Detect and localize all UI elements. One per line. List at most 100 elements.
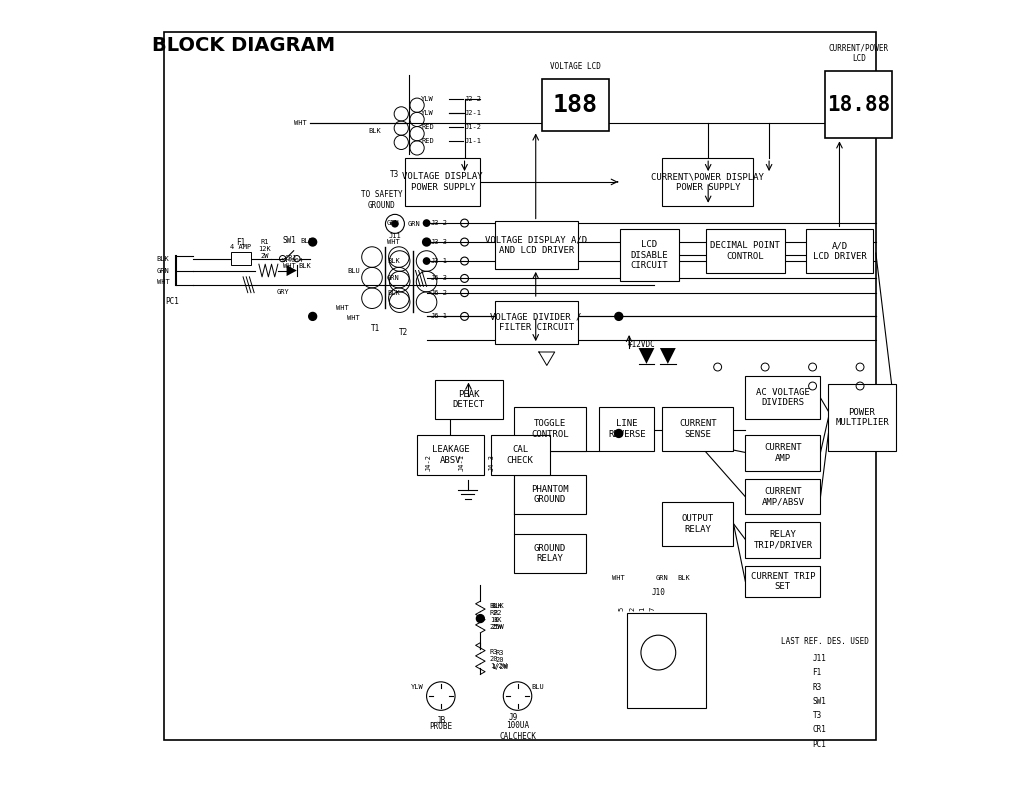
Text: BLK: BLK bbox=[677, 575, 690, 581]
Text: YLW: YLW bbox=[411, 683, 423, 690]
Bar bbox=[495, 301, 578, 344]
Text: J1-2: J1-2 bbox=[465, 123, 481, 130]
Bar bbox=[745, 435, 820, 471]
Text: 100UA
CALCHECK: 100UA CALCHECK bbox=[499, 721, 536, 741]
Text: GRN: GRN bbox=[408, 221, 420, 227]
Polygon shape bbox=[287, 265, 297, 276]
Text: CURRENT
SENSE: CURRENT SENSE bbox=[679, 419, 717, 439]
Text: A/D
LCD DRIVER: A/D LCD DRIVER bbox=[813, 241, 866, 261]
Circle shape bbox=[308, 238, 316, 246]
Text: R3: R3 bbox=[813, 683, 822, 691]
Text: CR1: CR1 bbox=[813, 725, 826, 734]
Bar bbox=[164, 32, 876, 740]
Bar bbox=[495, 221, 578, 269]
Text: WHT: WHT bbox=[612, 575, 626, 581]
Text: PC1: PC1 bbox=[813, 740, 826, 748]
Text: CURRENT\POWER DISPLAY
POWER SUPPLY: CURRENT\POWER DISPLAY POWER SUPPLY bbox=[651, 172, 764, 191]
Text: 5: 5 bbox=[618, 607, 625, 611]
Text: BLK: BLK bbox=[369, 127, 382, 134]
Text: WHT: WHT bbox=[336, 305, 348, 311]
Text: OUTPUT
RELAY: OUTPUT RELAY bbox=[682, 514, 714, 534]
Text: BLK: BLK bbox=[298, 263, 311, 270]
Text: WHT: WHT bbox=[294, 119, 306, 126]
Bar bbox=[828, 384, 896, 451]
Text: BLOCK DIAGRAM: BLOCK DIAGRAM bbox=[153, 36, 335, 55]
Text: LINE
REVERSE: LINE REVERSE bbox=[608, 419, 645, 439]
Bar bbox=[745, 376, 820, 419]
Bar bbox=[627, 613, 706, 708]
Bar bbox=[745, 522, 820, 558]
Text: J3-2: J3-2 bbox=[430, 220, 447, 226]
Text: BLK: BLK bbox=[387, 258, 399, 264]
Bar bbox=[745, 566, 820, 597]
Text: RED: RED bbox=[421, 138, 434, 144]
Text: J11: J11 bbox=[388, 233, 401, 240]
Bar bbox=[231, 252, 251, 265]
Text: LAST REF. DES. USED: LAST REF. DES. USED bbox=[781, 637, 868, 645]
Text: T3: T3 bbox=[389, 170, 398, 179]
Text: 188: 188 bbox=[553, 93, 598, 117]
Text: F1: F1 bbox=[813, 668, 822, 677]
Text: J3-1: J3-1 bbox=[430, 258, 447, 264]
Bar bbox=[435, 380, 503, 419]
Text: GRN: GRN bbox=[656, 575, 669, 581]
Text: J4-1: J4-1 bbox=[459, 454, 465, 471]
Text: TO SAFETY
GROUND: TO SAFETY GROUND bbox=[360, 190, 402, 210]
Circle shape bbox=[423, 239, 430, 245]
Text: CURRENT TRIP
SET: CURRENT TRIP SET bbox=[751, 572, 815, 591]
Text: WHT: WHT bbox=[283, 263, 295, 270]
Bar bbox=[417, 435, 484, 475]
Text: VOLTAGE DIVIDER /
FILTER CIRCUIT: VOLTAGE DIVIDER / FILTER CIRCUIT bbox=[490, 312, 582, 332]
Text: R1
12K
2W: R1 12K 2W bbox=[258, 239, 270, 259]
Text: POWER
MULTIPLIER: POWER MULTIPLIER bbox=[836, 407, 889, 427]
Circle shape bbox=[423, 258, 430, 264]
Text: PROBE: PROBE bbox=[429, 722, 453, 731]
Text: J2-1: J2-1 bbox=[465, 110, 481, 116]
Text: SW1: SW1 bbox=[283, 237, 297, 245]
Text: 7: 7 bbox=[650, 607, 655, 611]
Text: YLW: YLW bbox=[421, 96, 434, 102]
Text: JB: JB bbox=[436, 716, 445, 725]
Text: VOLTAGE DISPLAY
POWER SUPPLY: VOLTAGE DISPLAY POWER SUPPLY bbox=[402, 172, 483, 191]
Text: J10: J10 bbox=[651, 589, 666, 597]
Text: F1: F1 bbox=[237, 238, 246, 247]
Text: 18.88: 18.88 bbox=[827, 95, 891, 115]
Text: BLK: BLK bbox=[300, 238, 312, 244]
Bar bbox=[663, 502, 733, 546]
Text: VOLTAGE LCD: VOLTAGE LCD bbox=[550, 62, 601, 71]
Text: 1N4004: 1N4004 bbox=[280, 259, 302, 263]
Text: TOGGLE
CONTROL: TOGGLE CONTROL bbox=[531, 419, 568, 439]
Text: T3: T3 bbox=[813, 711, 822, 720]
Circle shape bbox=[614, 430, 623, 437]
Text: DECIMAL POINT
CONTROL: DECIMAL POINT CONTROL bbox=[711, 241, 780, 261]
Circle shape bbox=[423, 220, 430, 226]
Text: J6-3: J6-3 bbox=[430, 275, 447, 282]
Text: 2: 2 bbox=[629, 607, 635, 611]
Text: YLW: YLW bbox=[421, 110, 434, 116]
Bar bbox=[514, 534, 586, 573]
Text: J6-2: J6-2 bbox=[430, 290, 447, 296]
Circle shape bbox=[308, 312, 316, 320]
Text: CURRENT
AMP/ABSV: CURRENT AMP/ABSV bbox=[762, 486, 805, 506]
Bar bbox=[806, 229, 873, 273]
Text: J2-2: J2-2 bbox=[465, 96, 481, 102]
Text: RED: RED bbox=[421, 123, 434, 130]
Bar bbox=[542, 79, 609, 131]
Text: RELAY
TRIP/DRIVER: RELAY TRIP/DRIVER bbox=[754, 530, 812, 550]
Text: +12VDC: +12VDC bbox=[628, 339, 655, 349]
Text: J6-1: J6-1 bbox=[430, 313, 447, 320]
Circle shape bbox=[392, 221, 398, 227]
Text: CURRENT
AMP: CURRENT AMP bbox=[764, 443, 802, 463]
Text: GRN: GRN bbox=[387, 275, 399, 282]
Text: LCD
DISABLE
CIRCUIT: LCD DISABLE CIRCUIT bbox=[631, 240, 668, 270]
Text: BLU: BLU bbox=[531, 683, 545, 690]
Bar bbox=[663, 407, 733, 451]
Bar bbox=[825, 71, 893, 138]
Text: VOLTAGE DISPLAY A/D
AND LCD DRIVER: VOLTAGE DISPLAY A/D AND LCD DRIVER bbox=[485, 236, 587, 255]
Text: CAL
CHECK: CAL CHECK bbox=[507, 445, 534, 464]
Bar bbox=[599, 407, 654, 451]
Text: PHANTOM
GROUND: PHANTOM GROUND bbox=[531, 485, 568, 504]
Text: BLK
R2
1K
25W: BLK R2 1K 25W bbox=[492, 604, 504, 630]
Text: PC1: PC1 bbox=[165, 297, 179, 305]
Text: J1-1: J1-1 bbox=[465, 138, 481, 144]
